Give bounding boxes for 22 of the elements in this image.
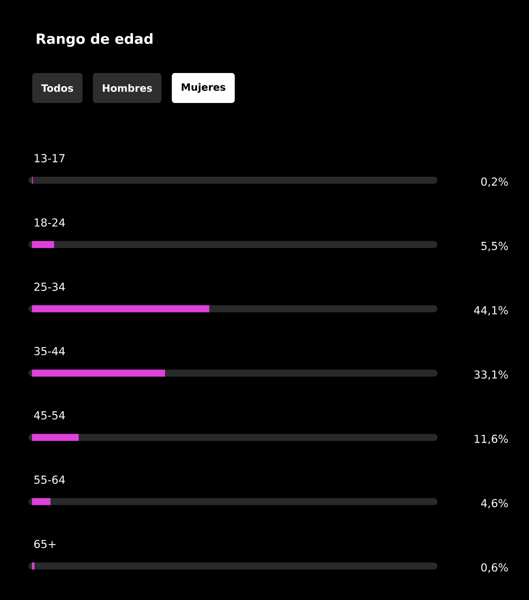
data-label: 0,2% xyxy=(481,177,508,187)
bar xyxy=(32,434,79,441)
y-tick-label: 25-34 xyxy=(34,282,65,291)
data-label: 11,6% xyxy=(474,434,508,444)
y-tick-label: 65+ xyxy=(34,540,56,548)
text: Todos xyxy=(41,84,74,92)
data-label: 44,1% xyxy=(474,306,508,316)
chart-title: Rango de edad xyxy=(36,33,152,47)
data-label: 33,1% xyxy=(474,370,508,380)
bar xyxy=(32,240,54,248)
y-tick-label: 35-44 xyxy=(34,346,65,356)
text: Hombres xyxy=(102,84,152,92)
y-tick-label: 55-64 xyxy=(34,476,65,484)
data-label: 5,5% xyxy=(481,242,508,252)
bar xyxy=(32,498,50,506)
text: Mujeres xyxy=(182,83,226,93)
y-tick-label: 13-17 xyxy=(34,154,65,162)
y-tick-label: 18-24 xyxy=(34,218,65,227)
y-tick-label: 45-54 xyxy=(34,411,65,420)
bar xyxy=(32,370,166,377)
data-label: 4,6% xyxy=(481,498,508,508)
data-label: 0,6% xyxy=(481,563,508,573)
